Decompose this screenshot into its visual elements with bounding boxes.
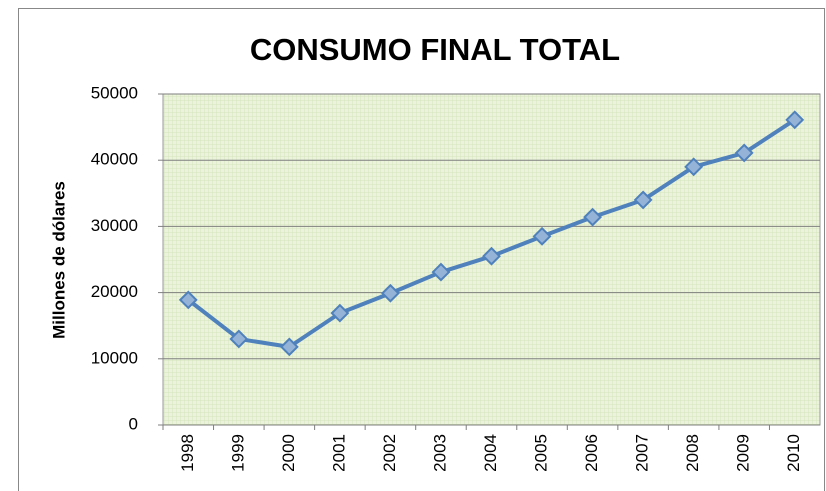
y-tick-label: 0 <box>129 414 138 433</box>
x-tick-label: 2001 <box>329 434 348 472</box>
x-tick-label: 2005 <box>532 434 551 472</box>
x-tick-label: 2003 <box>430 434 449 472</box>
x-tick-label: 2008 <box>683 434 702 472</box>
x-tick-label: 2007 <box>633 434 652 472</box>
x-tick-label: 2009 <box>734 434 753 472</box>
x-tick-label: 2002 <box>380 434 399 472</box>
marker <box>734 143 754 163</box>
x-tick-label: 2010 <box>784 434 803 472</box>
y-tick-label: 50000 <box>91 83 138 102</box>
marker <box>178 290 198 310</box>
marker <box>532 226 552 246</box>
marker <box>431 262 451 282</box>
y-axis-label: Millones de dólares <box>49 181 68 339</box>
x-tick-label: 1998 <box>178 434 197 472</box>
marker <box>633 190 653 210</box>
marker <box>330 303 350 323</box>
y-tick-label: 10000 <box>91 348 138 367</box>
marker <box>381 283 400 303</box>
marker <box>229 329 249 349</box>
marker <box>279 337 299 357</box>
x-tick-label: 2000 <box>279 434 298 472</box>
x-tick-label: 1999 <box>228 434 247 472</box>
y-tick-label: 20000 <box>91 282 138 301</box>
marker <box>482 246 501 266</box>
x-tick-label: 2006 <box>582 434 601 472</box>
chart-title: CONSUMO FINAL TOTAL <box>250 32 620 67</box>
marker <box>785 110 805 130</box>
x-tick-label: 2004 <box>481 434 500 472</box>
marker <box>583 207 602 227</box>
y-tick-label: 40000 <box>91 150 138 169</box>
marker <box>684 157 704 177</box>
y-tick-label: 30000 <box>91 216 138 235</box>
